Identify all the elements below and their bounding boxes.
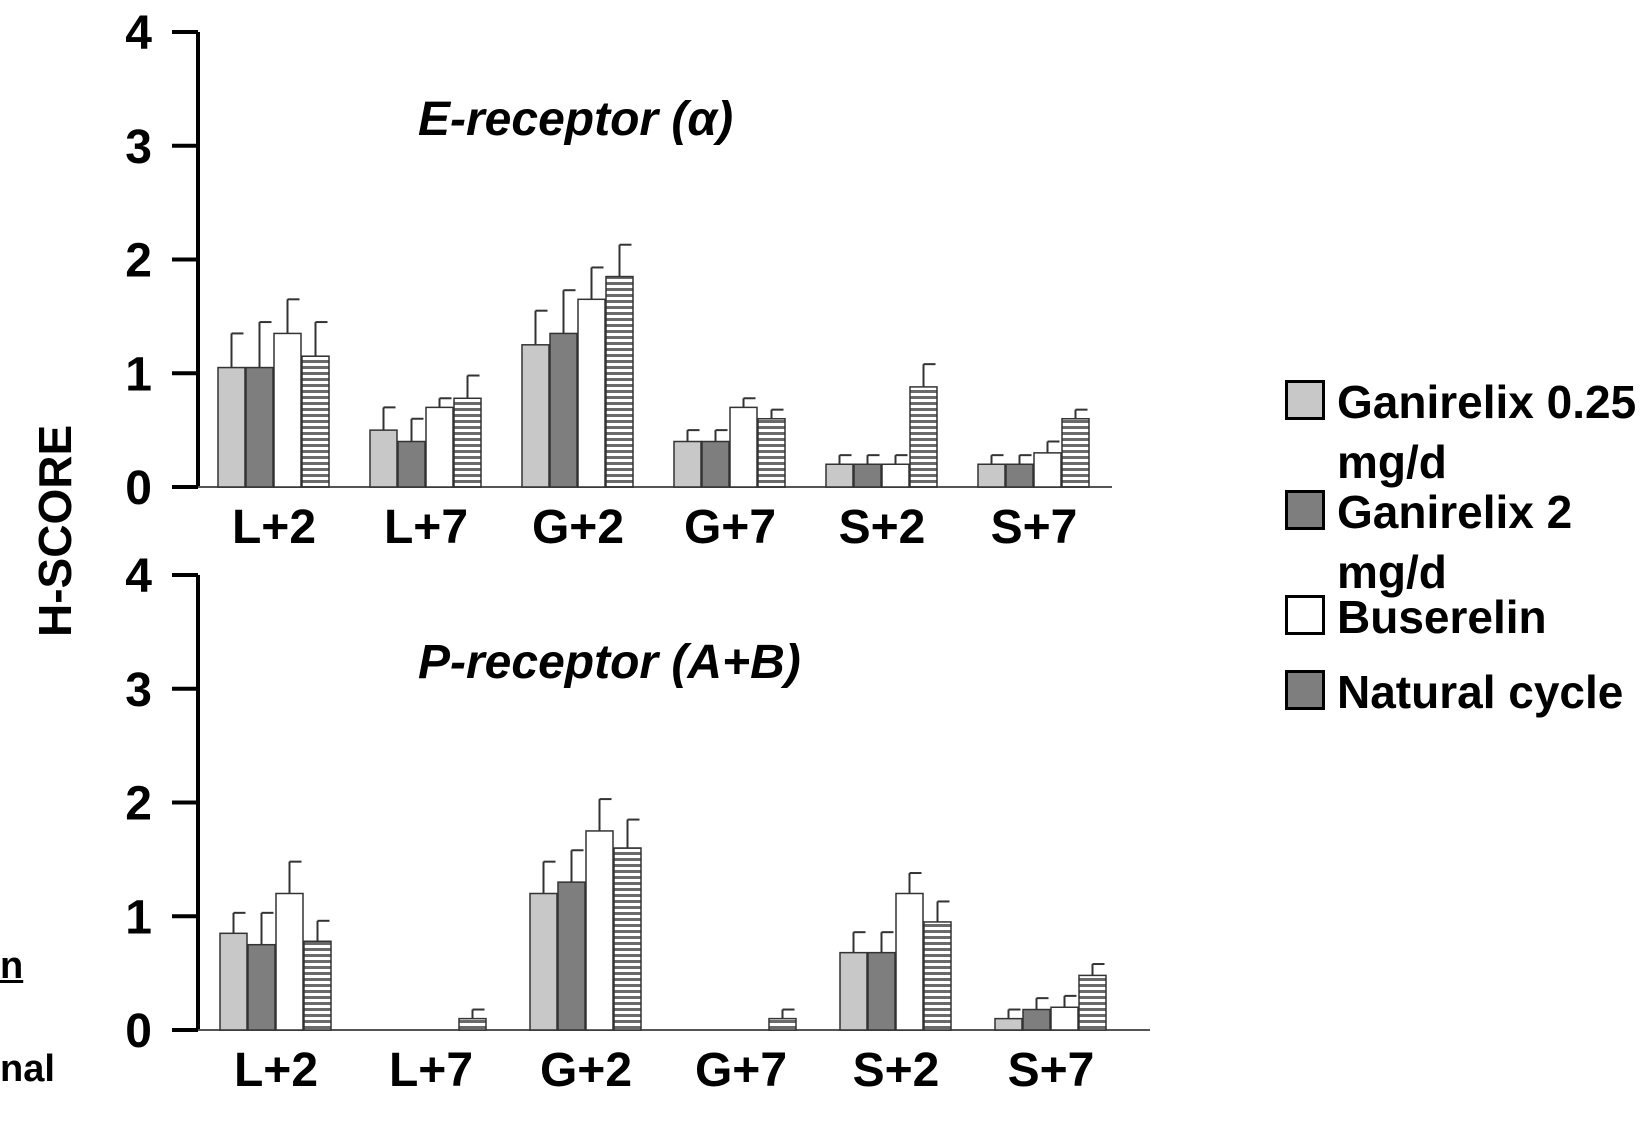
legend-item-natural-cycle: Natural cycle [1285, 662, 1645, 802]
x-tick-label: G+7 [684, 501, 776, 554]
bar-buserelin [577, 298, 606, 488]
bar-ganirelix-2-mg-d [557, 881, 586, 1031]
legend-swatch [1285, 490, 1325, 530]
bar-natural-cycle [605, 275, 634, 488]
legend-item-buserelin: Buserelin [1285, 587, 1645, 662]
bar-buserelin [1033, 452, 1062, 488]
x-tick-label: G+7 [695, 1044, 787, 1097]
bar-ganirelix-0-25-mg-d [217, 366, 246, 488]
bar-ganirelix-2-mg-d [853, 463, 882, 488]
x-tick-label: G+2 [532, 501, 624, 554]
bar-ganirelix-2-mg-d [549, 332, 578, 488]
y-tick-label: 0 [125, 462, 152, 515]
bar-natural-cycle [453, 397, 482, 488]
y-tick-label: 1 [125, 891, 152, 944]
y-tick-label: 3 [125, 664, 152, 717]
bar-buserelin [729, 406, 758, 488]
legend-item-ganirelix-025: Ganirelix 0.25 mg/d [1285, 372, 1645, 512]
bar-natural-cycle [923, 921, 952, 1031]
y-tick-label: 1 [125, 348, 152, 401]
x-tick-label: L+7 [384, 501, 468, 554]
legend-swatch [1285, 670, 1325, 710]
bar-buserelin [895, 892, 924, 1031]
bar-natural-cycle [1061, 418, 1090, 488]
bar-ganirelix-0-25-mg-d [994, 1017, 1023, 1031]
panel-p-receptor: 0 1 2 3 4 P-receptor (A+B) L+2 L+7 G+2 G+7 S+2 S+7 [125, 550, 1150, 1097]
bar-natural-cycle [303, 940, 332, 1031]
panel-title: P-receptor (A+B) [418, 636, 801, 689]
bar-ganirelix-2-mg-d [245, 366, 274, 488]
bar-ganirelix-2-mg-d [397, 440, 426, 488]
y-tick-label: 2 [125, 778, 152, 831]
legend-label: Ganirelix 0.25 mg/d [1337, 376, 1637, 488]
x-tick-label: S+7 [1008, 1044, 1095, 1097]
y-tick-label: 3 [125, 121, 152, 174]
legend-label: Ganirelix 2 mg/d [1337, 486, 1573, 598]
y-axis-label: H-SCORE [29, 424, 81, 637]
x-tick-label: S+2 [853, 1044, 940, 1097]
bar-ganirelix-2-mg-d [701, 440, 730, 488]
bar-ganirelix-2-mg-d [247, 943, 276, 1031]
legend-label: Buserelin [1337, 591, 1547, 643]
legend-swatch [1285, 380, 1325, 420]
cropped-text-fragment: n [0, 945, 24, 987]
x-tick-label: G+2 [540, 1044, 632, 1097]
y-tick-label: 4 [125, 550, 152, 603]
x-tick-label: S+2 [839, 501, 926, 554]
y-tick-label: 0 [125, 1005, 152, 1058]
legend-item-ganirelix-2: Ganirelix 2 mg/d [1285, 482, 1645, 622]
y-tick-label: 2 [125, 235, 152, 288]
x-tick-label: S+7 [991, 501, 1078, 554]
cropped-text-fragment: nal [0, 1048, 55, 1090]
legend-label: Natural cycle [1337, 666, 1624, 718]
legend: Ganirelix 0.25 mg/d Ganirelix 2 mg/d Bus… [1285, 372, 1645, 802]
bar-buserelin [881, 463, 910, 488]
bar-natural-cycle [301, 355, 330, 488]
bar-natural-cycle [757, 418, 786, 488]
bar-ganirelix-0-25-mg-d [977, 463, 1006, 488]
bar-natural-cycle [458, 1017, 487, 1031]
bar-buserelin [425, 406, 454, 488]
bar-ganirelix-2-mg-d [1022, 1008, 1051, 1031]
bar-natural-cycle [909, 386, 938, 488]
legend-swatch [1285, 595, 1325, 635]
bar-ganirelix-0-25-mg-d [521, 344, 550, 488]
bar-ganirelix-0-25-mg-d [219, 932, 248, 1031]
bar-buserelin [585, 830, 614, 1031]
bar-ganirelix-2-mg-d [867, 951, 896, 1031]
bar-ganirelix-0-25-mg-d [825, 463, 854, 488]
bar-ganirelix-0-25-mg-d [529, 892, 558, 1031]
panel-title: E-receptor (α) [418, 93, 733, 146]
y-tick-label: 4 [125, 7, 152, 60]
bar-ganirelix-0-25-mg-d [369, 429, 398, 488]
bar-buserelin [273, 332, 302, 488]
bar-ganirelix-0-25-mg-d [673, 440, 702, 488]
bar-natural-cycle [1078, 974, 1107, 1031]
bar-buserelin [275, 892, 304, 1031]
bar-natural-cycle [613, 847, 642, 1031]
x-tick-label: L+2 [234, 1044, 318, 1097]
bar-ganirelix-2-mg-d [1005, 463, 1034, 488]
bar-natural-cycle [768, 1017, 797, 1031]
x-tick-label: L+2 [232, 501, 316, 554]
bar-ganirelix-0-25-mg-d [839, 951, 868, 1031]
bar-buserelin [1050, 1006, 1079, 1031]
panel-e-receptor: 0 1 2 3 4 E-receptor (α) L+2 L+7 G+2 G+7 S+2 S+7 [125, 7, 1112, 554]
x-tick-label: L+7 [389, 1044, 473, 1097]
